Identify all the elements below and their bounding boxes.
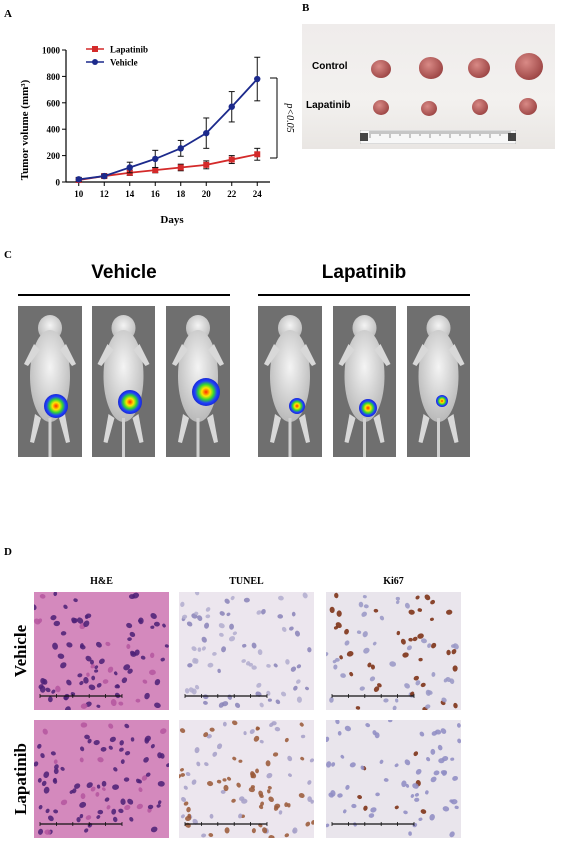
- panel-label-a: A: [4, 8, 12, 20]
- lapatinib-group-title: Lapatinib: [321, 262, 407, 283]
- vehicle-group-title: Vehicle: [91, 262, 157, 283]
- histology-image: [34, 592, 169, 710]
- x-axis-label: Days: [160, 214, 184, 226]
- y-tick-label: 1000: [42, 46, 61, 56]
- x-tick-label: 22: [227, 189, 237, 199]
- bioluminescence-signal: [359, 399, 377, 417]
- bioluminescence-signal: [436, 395, 448, 407]
- lapatinib-row-label: Lapatinib: [306, 100, 351, 111]
- data-point: [101, 172, 108, 180]
- scale-bar: [39, 822, 123, 826]
- data-point: [203, 161, 210, 168]
- vehicle-group-underline: [18, 294, 230, 296]
- data-point: [254, 151, 261, 158]
- bioluminescence-signal: [192, 378, 220, 406]
- mouse-silhouette: [24, 315, 76, 457]
- x-tick-label: 10: [74, 189, 84, 199]
- histology-column-label: Ki67: [383, 576, 404, 587]
- mouse-silhouette: [97, 315, 150, 457]
- mouse-image: [407, 306, 470, 457]
- mouse-silhouette: [412, 315, 465, 457]
- histology-image: [179, 592, 314, 710]
- panel-label-c: C: [4, 249, 12, 261]
- histology-column-label: H&E: [90, 576, 113, 587]
- bioluminescence-signal: [118, 390, 142, 414]
- bioluminescence-signal: [44, 394, 68, 418]
- series-vehicle: [75, 56, 261, 183]
- mouse-silhouette: [338, 315, 391, 457]
- tumor: [421, 101, 437, 116]
- bioluminescence-signal: [289, 398, 305, 414]
- data-point: [152, 155, 159, 163]
- scale-bar: [184, 822, 268, 826]
- x-tick-label: 20: [202, 189, 212, 199]
- y-tick-label: 600: [47, 98, 61, 108]
- y-tick-label: 0: [56, 178, 61, 188]
- tumor: [468, 58, 490, 78]
- significance-bracket: p<0.05: [270, 77, 295, 159]
- data-point: [75, 176, 82, 183]
- x-tick-label: 18: [176, 189, 186, 199]
- data-point: [152, 167, 159, 174]
- data-point: [126, 164, 133, 171]
- data-point: [177, 145, 184, 152]
- scale-bar: [331, 822, 415, 826]
- histology-row-label: Vehicle: [11, 624, 30, 678]
- legend-label: Lapatinib: [110, 45, 148, 55]
- scale-bar: [39, 694, 123, 698]
- histology-image: [34, 720, 169, 838]
- tumor: [419, 57, 443, 79]
- data-point: [228, 156, 235, 163]
- scale-bar: [331, 694, 415, 698]
- legend-marker: [92, 59, 98, 65]
- mouse-image: [258, 306, 322, 457]
- mouse-image: [18, 306, 82, 457]
- tumor: [373, 100, 389, 115]
- legend-entry: Lapatinib: [86, 45, 148, 55]
- mouse-image: [92, 306, 155, 457]
- tumor: [472, 99, 488, 115]
- tumor: [519, 98, 537, 115]
- histology-row-label: Lapatinib: [11, 743, 30, 815]
- data-point: [254, 75, 261, 83]
- tumor: [371, 60, 391, 78]
- y-tick-label: 400: [47, 125, 61, 135]
- data-point: [203, 129, 210, 137]
- excised-tumor-photo: Control Lapatinib: [302, 24, 555, 149]
- mouse-image: [333, 306, 396, 457]
- legend-entry: Vehicle: [86, 58, 138, 68]
- x-tick-label: 12: [100, 189, 110, 199]
- panel-label-d: D: [4, 546, 12, 558]
- y-tick-label: 800: [47, 72, 61, 82]
- tumor: [515, 53, 543, 80]
- x-tick-label: 14: [125, 189, 135, 199]
- histology-image: [179, 720, 314, 838]
- lapatinib-group-underline: [258, 294, 470, 296]
- ruler: [360, 130, 516, 144]
- x-tick-label: 16: [151, 189, 161, 199]
- histology-column-label: TUNEL: [229, 576, 264, 587]
- y-tick-label: 200: [47, 151, 61, 161]
- y-axis-label: Tumor volume (mm³): [19, 79, 31, 180]
- legend-label: Vehicle: [110, 58, 138, 68]
- series-line: [78, 78, 258, 181]
- legend-marker: [92, 46, 98, 52]
- tumor-volume-chart: 0 200 400 600 800 1000 10 12 14 16 18 20 22 24 Tumor …: [19, 45, 295, 227]
- scale-bar: [184, 694, 268, 698]
- mouse-silhouette: [264, 315, 316, 457]
- control-row-label: Control: [312, 61, 348, 72]
- histology-image: [326, 720, 461, 838]
- mouse-image: [166, 306, 230, 457]
- histology-image: [326, 592, 461, 710]
- data-point: [177, 164, 184, 171]
- p-value-annotation: p<0.05: [284, 102, 295, 132]
- data-point: [228, 103, 235, 110]
- panel-label-b: B: [302, 2, 310, 14]
- x-tick-label: 24: [253, 189, 263, 199]
